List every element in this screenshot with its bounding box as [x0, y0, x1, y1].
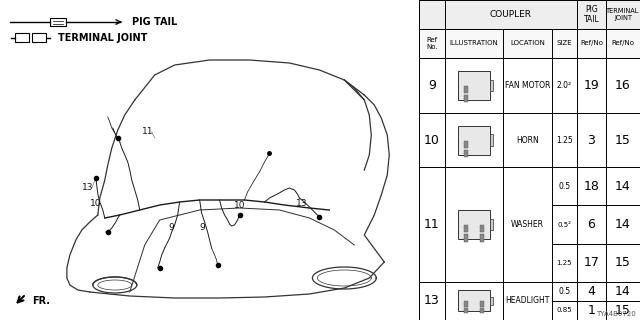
Text: TERMINAL
JOINT: TERMINAL JOINT: [606, 8, 639, 21]
Bar: [490, 134, 493, 146]
Bar: [15, 33, 29, 42]
Text: TERMINAL JOINT: TERMINAL JOINT: [58, 33, 147, 43]
Text: 13: 13: [424, 294, 440, 307]
Bar: [480, 225, 484, 232]
Bar: [458, 71, 490, 100]
Bar: [419, 58, 640, 113]
Bar: [458, 210, 490, 239]
Text: 3: 3: [588, 134, 595, 147]
Text: WASHER: WASHER: [511, 220, 544, 229]
Text: 11: 11: [424, 218, 440, 231]
Text: 9: 9: [428, 79, 436, 92]
Text: HEADLIGHT: HEADLIGHT: [505, 296, 550, 305]
Text: 10: 10: [234, 201, 245, 210]
Bar: [464, 225, 468, 232]
Bar: [480, 301, 484, 307]
Bar: [490, 79, 493, 91]
Bar: [490, 219, 493, 230]
Text: 11: 11: [142, 127, 154, 137]
Text: 18: 18: [584, 180, 600, 193]
Text: Ref/No: Ref/No: [580, 40, 603, 46]
Text: FR.: FR.: [32, 296, 50, 306]
Bar: [464, 95, 468, 102]
Text: SIZE: SIZE: [557, 40, 572, 46]
Bar: [32, 33, 46, 42]
Text: FAN MOTOR: FAN MOTOR: [505, 81, 550, 90]
Bar: [464, 301, 468, 307]
Text: 15: 15: [615, 256, 631, 269]
Bar: [464, 308, 468, 313]
Text: PIG
TAIL: PIG TAIL: [584, 5, 599, 24]
Bar: [419, 29, 640, 58]
Bar: [464, 150, 468, 157]
Bar: [480, 308, 484, 313]
Bar: [419, 282, 640, 320]
Text: 19: 19: [584, 79, 599, 92]
Bar: [458, 126, 490, 155]
Text: ILLUSTRATION: ILLUSTRATION: [449, 40, 498, 46]
Text: 6: 6: [588, 218, 595, 231]
Bar: [464, 235, 468, 242]
Text: 14: 14: [615, 285, 631, 298]
Text: 0.5: 0.5: [558, 182, 570, 191]
Bar: [464, 141, 468, 148]
Text: 14: 14: [615, 180, 631, 193]
Text: 2.0²: 2.0²: [557, 81, 572, 90]
Text: 4: 4: [588, 285, 595, 298]
Text: Ref
No.: Ref No.: [426, 37, 438, 50]
Text: 13: 13: [296, 198, 307, 207]
Bar: [480, 235, 484, 242]
Text: 14: 14: [615, 218, 631, 231]
Text: 9: 9: [169, 223, 175, 233]
Text: LOCATION: LOCATION: [510, 40, 545, 46]
Text: HORN: HORN: [516, 136, 539, 145]
Text: 15: 15: [615, 134, 631, 147]
Text: Ref/No: Ref/No: [611, 40, 634, 46]
Text: 0.5²: 0.5²: [557, 222, 572, 228]
Bar: [419, 167, 640, 282]
Bar: [419, 113, 640, 167]
Text: 16: 16: [615, 79, 631, 92]
Text: 10: 10: [424, 134, 440, 147]
Text: TYA4B0720: TYA4B0720: [596, 311, 636, 317]
Text: 1.25: 1.25: [557, 260, 572, 266]
Text: 1.25: 1.25: [556, 136, 573, 145]
Text: 0.5: 0.5: [558, 287, 570, 296]
Bar: [419, 0, 640, 29]
Text: 0.85: 0.85: [557, 308, 572, 313]
Bar: [458, 290, 490, 311]
Text: 1: 1: [588, 304, 595, 317]
Text: 13: 13: [82, 183, 93, 193]
Text: 9: 9: [200, 223, 205, 233]
Bar: [490, 297, 493, 305]
Bar: [464, 86, 468, 93]
Text: 15: 15: [615, 304, 631, 317]
Text: 10: 10: [90, 199, 102, 209]
Text: COUPLER: COUPLER: [490, 10, 532, 19]
Text: 17: 17: [584, 256, 600, 269]
Text: PIG TAIL: PIG TAIL: [132, 17, 177, 27]
